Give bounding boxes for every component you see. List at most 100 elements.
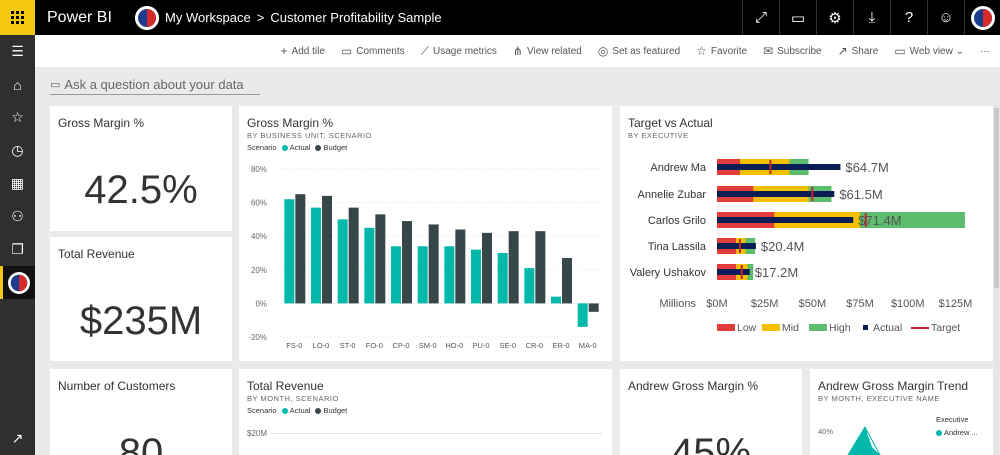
row-label: Tina Lassila	[648, 241, 707, 253]
expand-icon[interactable]: ⤢	[742, 0, 779, 35]
x-tick-label: FS-0	[286, 341, 302, 350]
bar-actual-lo-0	[311, 207, 321, 304]
bar-actual-ho-0	[444, 246, 455, 304]
legend-label-mid: Mid	[782, 322, 799, 334]
usage-metrics-label: Usage metrics	[433, 45, 497, 57]
qna-input[interactable]: ▭ Ask a question about your data	[50, 75, 260, 95]
left-nav: ☰ ⌂ ☆ ◷ ▦ ⚇ ❐ ↗	[0, 35, 35, 455]
y-tick-label: 20%	[251, 266, 267, 275]
set-as-featured-button[interactable]: ◎ Set as featured	[598, 44, 680, 58]
brand-name[interactable]: Power BI	[47, 8, 112, 26]
scrollbar-thumb[interactable]	[994, 108, 999, 288]
tile-subtitle: BY MONTH, SCENARIO	[247, 394, 339, 403]
tile-subtitle: BY BUSINESS UNIT, SCENARIO	[247, 131, 372, 140]
x-tick-label: LO-0	[313, 341, 330, 350]
legend-title: Executive	[936, 415, 969, 424]
web-view-icon: ▭	[894, 44, 906, 58]
x-tick-label: SE-0	[499, 341, 516, 350]
y-tick-label: -20%	[248, 333, 267, 342]
apps-icon[interactable]: ▦	[10, 175, 25, 191]
x-tick-label: $25M	[751, 298, 779, 310]
usage-metrics-icon: ⟋	[420, 43, 430, 58]
bar-actual-fs-0	[284, 199, 295, 304]
legend-title: Scenario	[247, 406, 277, 415]
home-icon[interactable]: ⌂	[13, 76, 22, 93]
web-view-button[interactable]: ▭ Web view ⌄	[894, 44, 964, 58]
download-icon[interactable]: ⤓	[853, 0, 890, 35]
add-tile-button[interactable]: + Add tile	[281, 44, 325, 58]
tile-total-revenue-chart[interactable]: Total Revenue BY MONTH, SCENARIO Scenari…	[239, 369, 612, 455]
page-scrollbar[interactable]	[993, 103, 1000, 455]
row-label: Andrew Ma	[650, 162, 707, 174]
tile-andrew-margin-trend[interactable]: Andrew Gross Margin Trend BY MONTH, EXEC…	[810, 369, 993, 455]
subscribe-button[interactable]: ✉ Subscribe	[763, 44, 822, 58]
actual-bar	[717, 243, 756, 249]
favorite-button[interactable]: ☆ Favorite	[696, 44, 747, 58]
more-button[interactable]: ···	[980, 46, 990, 57]
tile-title: Andrew Gross Margin Trend	[818, 379, 969, 393]
tile-title: Number of Customers	[58, 379, 176, 393]
legend-actual: Actual	[289, 406, 311, 415]
add-tile-icon: +	[280, 44, 288, 58]
help-icon[interactable]: ?	[890, 0, 927, 35]
workspace-avatar-nav[interactable]	[0, 266, 35, 299]
workspace-avatar	[135, 5, 159, 30]
comment-icon[interactable]: ▭	[779, 0, 816, 35]
app-launcher-icon[interactable]	[0, 0, 35, 35]
legend-andrew: Andrew ...	[944, 428, 978, 437]
tile-target-vs-actual[interactable]: Target vs Actual BY EXECUTIVE Andrew Ma $…	[620, 106, 993, 361]
y-tick-label: 60%	[251, 199, 267, 208]
tile-gross-margin[interactable]: Gross Margin % 42.5%	[50, 106, 232, 231]
shared-icon[interactable]: ⚇	[11, 208, 24, 224]
star-icon[interactable]: ☆	[11, 109, 24, 125]
tile-title: Gross Margin %	[58, 116, 145, 130]
clock-icon[interactable]: ◷	[11, 142, 24, 158]
trend-area	[848, 427, 880, 455]
workspaces-icon[interactable]: ❐	[11, 241, 24, 257]
legend-dot-budget	[315, 144, 322, 151]
kpi-value: 45%	[670, 431, 752, 455]
bar-budget-pu-0	[482, 232, 492, 304]
target-marker	[738, 239, 741, 253]
bar-budget-cp-0	[402, 221, 412, 304]
x-tick-label: $50M	[799, 298, 827, 310]
bar-budget-cr-0	[535, 231, 546, 304]
data-label: $64.7M	[845, 160, 888, 175]
chart-legend: Scenario Actual Budget	[247, 406, 347, 415]
tile-number-of-customers[interactable]: Number of Customers 80	[50, 369, 232, 455]
tile-andrew-gross-margin[interactable]: Andrew Gross Margin % 45%	[620, 369, 802, 455]
gear-icon[interactable]: ⚙	[816, 0, 853, 35]
chevron-right-icon: >	[256, 10, 265, 25]
x-tick-label: $0M	[706, 298, 727, 310]
x-tick-label: SM-0	[419, 341, 437, 350]
comments-button[interactable]: ▭ Comments	[341, 44, 405, 58]
smiley-icon[interactable]: ☺	[927, 0, 964, 35]
breadcrumb-workspace[interactable]: My Workspace	[165, 10, 251, 25]
tile-total-revenue[interactable]: Total Revenue $235M	[50, 237, 232, 361]
share-icon: ↗	[837, 44, 848, 58]
gross-margin-chart: 80% 60% 40% 20% 0% -20% FS-0 LO-0 ST-0 FO-0 CP-0 SM…	[248, 165, 601, 350]
x-tick-label: PU-0	[472, 341, 489, 350]
chat-icon: ▭	[50, 79, 61, 91]
row-label: Carlos Grilo	[648, 215, 706, 227]
legend-dot	[936, 429, 942, 436]
get-data-icon[interactable]: ↗	[11, 430, 24, 446]
x-unit-label: Millions	[659, 298, 696, 310]
legend-budget: Budget	[323, 406, 348, 415]
share-button[interactable]: ↗ Share	[838, 44, 879, 58]
hamburger-icon[interactable]: ☰	[11, 43, 24, 59]
legend-dot-actual	[281, 144, 288, 151]
usage-metrics-button[interactable]: ⟋ Usage metrics	[421, 44, 497, 59]
user-avatar[interactable]	[964, 0, 1000, 35]
bar-budget-se-0	[508, 231, 519, 304]
comments-label: Comments	[356, 45, 405, 57]
data-label: $61.5M	[839, 187, 882, 202]
bar-actual-cp-0	[391, 246, 401, 304]
bar-actual-ma-0	[577, 303, 588, 327]
x-tick-label: FO-0	[366, 341, 383, 350]
favorite-label: Favorite	[710, 45, 748, 57]
view-related-button[interactable]: ⋔ View related	[513, 44, 582, 58]
x-tick-label: $75M	[846, 298, 874, 310]
x-tick-label: CP-0	[392, 341, 409, 350]
tile-gross-margin-chart[interactable]: Gross Margin % BY BUSINESS UNIT, SCENARI…	[239, 106, 612, 361]
